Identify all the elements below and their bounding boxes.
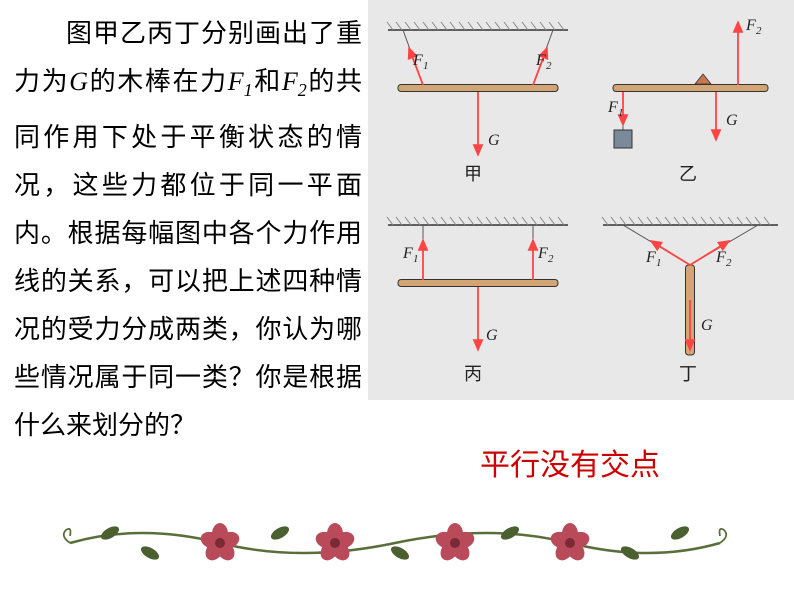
svg-text:F: F	[412, 52, 423, 69]
svg-text:丁: 丁	[679, 364, 697, 384]
svg-text:F: F	[745, 17, 756, 34]
svg-text:2: 2	[756, 25, 762, 37]
svg-text:1: 1	[656, 257, 662, 269]
svg-text:G: G	[726, 112, 738, 129]
svg-text:F: F	[535, 52, 546, 69]
svg-text:1: 1	[423, 60, 429, 72]
svg-text:F: F	[537, 245, 548, 262]
svg-text:2: 2	[726, 257, 732, 269]
svg-text:甲: 甲	[464, 164, 482, 184]
sub-2: 2	[298, 80, 307, 100]
var-F2: F	[282, 67, 298, 96]
svg-text:1: 1	[618, 107, 624, 119]
svg-text:乙: 乙	[679, 164, 697, 184]
decoration-svg	[60, 508, 730, 578]
sub-1: 1	[244, 80, 253, 100]
text-segment: 和	[253, 67, 282, 96]
var-F1: F	[228, 67, 244, 96]
var-G: G	[69, 67, 88, 96]
question-text: 图甲乙丙丁分别画出了重力为G的木棒在力F1和F2的共同作用下处于平衡状态的情况，…	[14, 10, 362, 450]
svg-text:F: F	[607, 99, 618, 116]
text-segment: 的共同作用下处于平衡状态的情况，这些力都位于同一平面内。根据每幅图中各个力作用线…	[14, 67, 362, 440]
svg-text:F: F	[402, 245, 413, 262]
svg-text:丙: 丙	[464, 364, 482, 384]
answer-text: 平行没有交点	[480, 440, 660, 484]
svg-text:G: G	[488, 132, 500, 149]
svg-text:G: G	[701, 317, 713, 334]
svg-text:2: 2	[546, 60, 552, 72]
svg-text:G: G	[486, 327, 498, 344]
svg-text:2: 2	[548, 253, 554, 265]
svg-text:F: F	[715, 249, 726, 266]
diagrams-svg: F1F2G甲F2F1G乙F1F2G丙F1F2G丁	[368, 0, 794, 400]
svg-text:F: F	[645, 249, 656, 266]
diagram-panel: F1F2G甲F2F1G乙F1F2G丙F1F2G丁	[368, 0, 794, 400]
svg-text:1: 1	[413, 253, 419, 265]
text-segment: 的木棒在力	[88, 67, 228, 96]
floral-decoration	[60, 508, 730, 578]
